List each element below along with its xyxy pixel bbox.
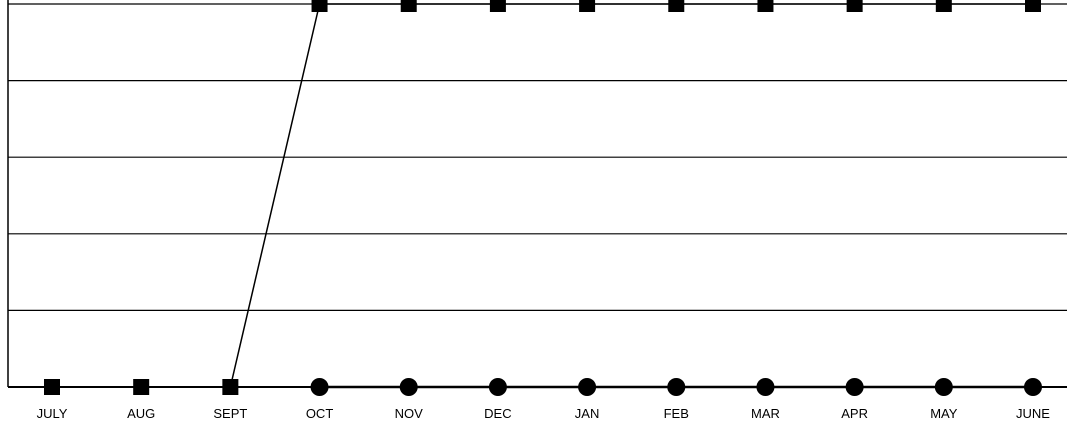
x-tick-label: DEC <box>484 406 511 421</box>
data-point-circle <box>488 378 507 396</box>
x-tick-labels: JULY AUG SEPT OCT NOV DEC JAN FEB MAR APR MAY JUNE <box>37 406 1051 421</box>
data-point-square <box>133 379 150 395</box>
data-point-circle <box>667 378 686 396</box>
data-point-circle <box>934 378 953 396</box>
x-tick-label: APR <box>841 406 868 421</box>
x-tick-label: JULY <box>37 406 68 421</box>
data-point-square <box>668 0 685 12</box>
data-point-square <box>1025 0 1041 12</box>
data-point-circle <box>845 378 864 396</box>
data-point-square <box>44 379 60 395</box>
series-1 <box>44 0 1041 395</box>
data-point-circle <box>1024 378 1042 396</box>
series-line <box>52 3 1033 388</box>
data-point-circle <box>756 378 775 396</box>
data-point-square <box>579 0 596 12</box>
x-tick-label: OCT <box>306 406 334 421</box>
data-point-square <box>400 0 417 12</box>
x-tick-label: JAN <box>575 406 600 421</box>
data-point-square <box>489 0 506 12</box>
data-point-square <box>311 0 328 12</box>
x-tick-label: NOV <box>395 406 424 421</box>
data-point-circle <box>578 378 597 396</box>
data-point-square <box>757 0 774 12</box>
x-tick-label: SEPT <box>213 406 247 421</box>
data-point-square <box>222 379 239 395</box>
x-tick-label: JUNE <box>1016 406 1050 421</box>
series-group <box>44 0 1042 396</box>
data-point-circle <box>399 378 418 396</box>
x-tick-label: AUG <box>127 406 155 421</box>
x-tick-label: FEB <box>664 406 689 421</box>
axes <box>7 0 1067 388</box>
gridlines <box>8 3 1067 388</box>
x-tick-label: MAY <box>930 406 958 421</box>
series-2 <box>310 378 1042 396</box>
x-tick-label: MAR <box>751 406 780 421</box>
data-point-circle <box>310 378 329 396</box>
data-point-square <box>846 0 863 12</box>
data-point-square <box>935 0 952 12</box>
